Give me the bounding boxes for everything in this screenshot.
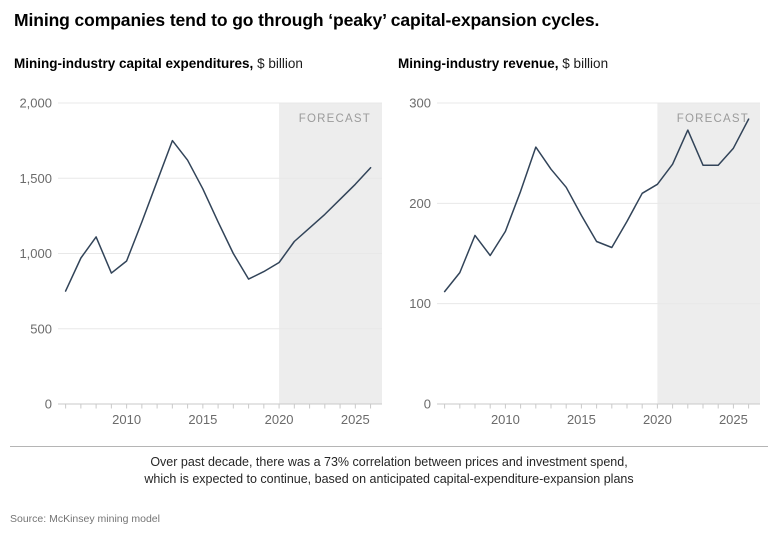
chart-revenue-subtitle-bold: Mining-industry revenue, xyxy=(398,56,559,71)
y-tick-label: 300 xyxy=(409,96,431,111)
charts-row: Mining-industry capital expenditures, $ … xyxy=(0,56,778,431)
y-tick-label: 1,000 xyxy=(19,246,52,261)
y-tick-label: 2,000 xyxy=(19,96,52,111)
y-tick-label: 1,500 xyxy=(19,171,52,186)
footer-note-line2: which is expected to continue, based on … xyxy=(144,472,634,486)
chart-revenue-subtitle-unit: $ billion xyxy=(562,56,609,71)
x-tick-label: 2010 xyxy=(112,412,141,427)
x-tick-label: 2020 xyxy=(265,412,294,427)
chart-revenue-subtitle: Mining-industry revenue, $ billion xyxy=(398,56,778,72)
y-tick-label: 200 xyxy=(409,196,431,211)
footer-note: Over past decade, there was a 73% correl… xyxy=(0,454,778,488)
chart-capex-subtitle-bold: Mining-industry capital expenditures, xyxy=(14,56,254,71)
x-tick-label: 2025 xyxy=(719,412,748,427)
x-tick-label: 2025 xyxy=(341,412,370,427)
forecast-label: FORECAST xyxy=(677,113,749,125)
source-line: Source: McKinsey mining model xyxy=(10,513,160,525)
x-tick-label: 2020 xyxy=(643,412,672,427)
x-tick-label: 2015 xyxy=(188,412,217,427)
capex-chart-plot: 0 500 1,000 1,500 2,000 2010 2015 2020 2025 FOREC… xyxy=(19,96,382,427)
forecast-label: FORECAST xyxy=(299,113,371,125)
revenue-chart-plot: 0 100 200 300 2010 2015 2020 2025 FORECAST xyxy=(409,96,760,427)
chart-capex: Mining-industry capital expenditures, $ … xyxy=(0,56,389,431)
data-line xyxy=(64,139,372,292)
y-tick-label: 0 xyxy=(45,397,52,412)
x-tick-label: 2010 xyxy=(491,412,520,427)
page-title: Mining companies tend to go through ‘pea… xyxy=(14,10,600,30)
y-tick-label: 100 xyxy=(409,296,431,311)
data-line xyxy=(443,118,750,293)
chart-capex-subtitle: Mining-industry capital expenditures, $ … xyxy=(14,56,389,72)
x-tick-label: 2015 xyxy=(567,412,596,427)
y-tick-label: 500 xyxy=(30,321,52,336)
footer-divider xyxy=(10,446,768,447)
footer-note-line1: Over past decade, there was a 73% correl… xyxy=(150,455,628,469)
y-tick-label: 0 xyxy=(424,397,431,412)
exhibit: Mining companies tend to go through ‘pea… xyxy=(0,8,778,525)
chart-revenue: Mining-industry revenue, $ billion 0 100 2… xyxy=(389,56,778,431)
forecast-band xyxy=(657,102,760,404)
chart-capex-subtitle-unit: $ billion xyxy=(257,56,303,71)
